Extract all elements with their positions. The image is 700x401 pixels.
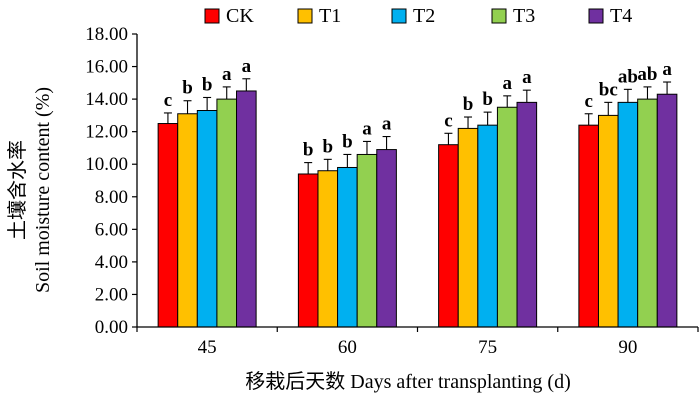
bar	[216, 98, 238, 328]
significance-label: b	[182, 78, 193, 99]
legend-label: T4	[610, 5, 632, 27]
y-tick-label: 2.00	[95, 284, 128, 305]
bar	[617, 101, 639, 328]
bar	[356, 153, 378, 328]
significance-label: b	[322, 136, 333, 157]
legend-swatch	[491, 8, 507, 24]
bar	[477, 124, 498, 328]
legend-swatch	[297, 8, 313, 24]
bar	[196, 110, 218, 328]
bar	[637, 98, 658, 328]
y-axis: 0.00 2.00 4.00 6.00 8.00 10.00 12.00 14.00 16.00…	[85, 24, 138, 338]
legend-swatch	[204, 8, 220, 24]
legend-label: T1	[319, 5, 341, 27]
x-tick-label: 90	[618, 337, 637, 358]
significance-label: a	[502, 73, 512, 94]
y-axis-title-cn: 土壤含水率	[6, 140, 29, 240]
x-tick-label: 45	[198, 337, 217, 358]
bar	[177, 113, 198, 328]
significance-label: a	[362, 118, 372, 139]
legend-swatch	[588, 8, 604, 24]
x-axis-title: 移栽后天数 Days after transplanting (d)	[245, 370, 570, 393]
y-axis-title-en: Soil moisture content (%)	[32, 87, 54, 293]
bar	[578, 124, 599, 328]
bar	[236, 90, 257, 328]
significance-label: ab	[637, 64, 657, 85]
bar	[516, 101, 538, 328]
significance-label: b	[482, 89, 493, 110]
significance-label: a	[222, 64, 232, 85]
bar	[157, 123, 179, 328]
bar	[438, 144, 459, 328]
y-tick-label: 4.00	[95, 252, 128, 273]
y-tick-label: 18.00	[85, 24, 128, 45]
bar	[317, 170, 339, 328]
significance-label: ab	[618, 66, 638, 87]
x-tick-label: 60	[338, 337, 357, 358]
y-tick-label: 8.00	[95, 187, 128, 208]
legend-label: T2	[413, 5, 435, 27]
significance-label: b	[463, 94, 474, 115]
y-tick-label: 6.00	[95, 219, 128, 240]
significance-label: a	[522, 67, 532, 88]
bar	[597, 114, 619, 328]
chart-legend: CK T1 T2 T3 T4	[204, 5, 632, 27]
bar	[496, 106, 518, 328]
bar	[457, 127, 479, 328]
significance-label: b	[342, 131, 353, 152]
significance-label: c	[164, 90, 172, 111]
bar	[656, 93, 678, 328]
significance-label: a	[662, 59, 672, 80]
legend-label: CK	[226, 5, 254, 27]
y-tick-label: 10.00	[85, 154, 128, 175]
x-tick-label: 75	[478, 337, 497, 358]
y-tick-label: 12.00	[85, 122, 128, 143]
bar	[376, 149, 397, 328]
significance-label: b	[303, 140, 314, 161]
legend-swatch	[391, 8, 407, 24]
y-tick-label: 16.00	[85, 57, 128, 78]
significance-label: a	[242, 56, 252, 77]
significance-label: bc	[599, 79, 618, 100]
x-axis: 45 60 75 90	[136, 326, 699, 358]
bar	[337, 166, 358, 328]
y-tick-label: 0.00	[95, 317, 128, 338]
legend-label: T3	[513, 5, 535, 27]
y-tick-label: 14.00	[85, 89, 128, 110]
significance-label: b	[202, 74, 213, 95]
bar	[297, 173, 319, 328]
significance-label: c	[584, 91, 592, 112]
significance-label: a	[382, 114, 392, 135]
significance-label: c	[444, 110, 452, 131]
